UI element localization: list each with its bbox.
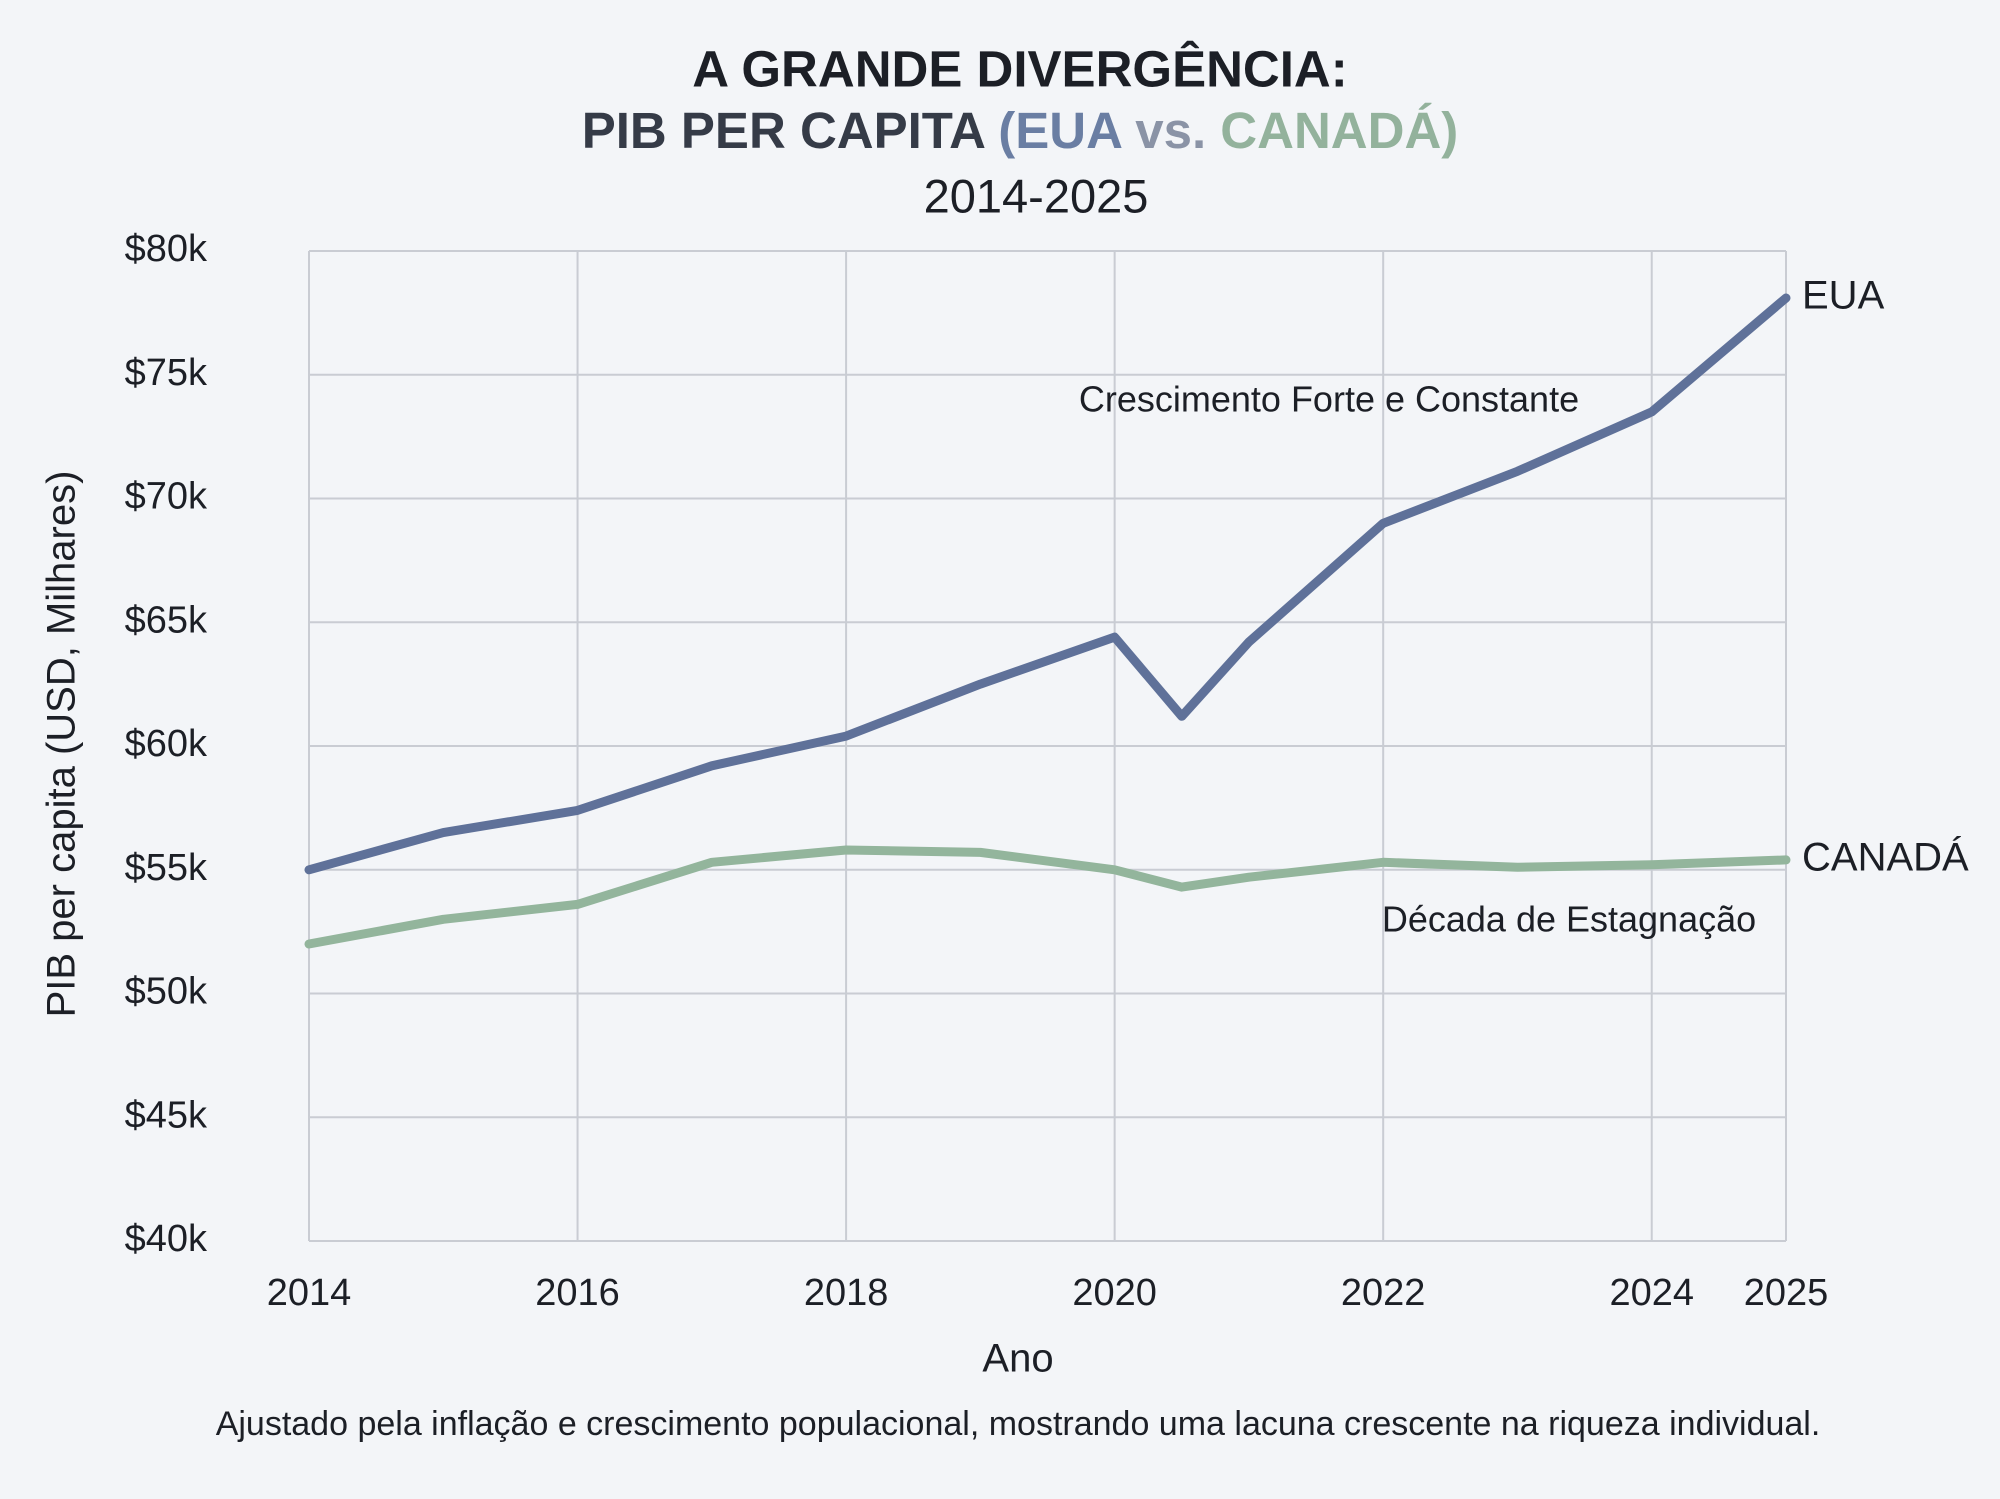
x-tick-label: 2016 <box>535 1272 620 1314</box>
y-tick-label: $40k <box>125 1218 208 1260</box>
chart-period: 2014-2025 <box>924 169 1149 222</box>
x-tick-label: 2025 <box>1744 1272 1829 1314</box>
y-tick-label: $45k <box>125 1094 208 1136</box>
x-axis-label: Ano <box>982 1337 1053 1381</box>
y-axis-label: PIB per capita (USD, Milhares) <box>40 471 84 1018</box>
y-tick-label: $65k <box>125 599 208 641</box>
x-tick-label: 2018 <box>804 1272 889 1314</box>
y-tick-label: $75k <box>125 352 208 394</box>
x-tick-label: 2014 <box>267 1272 352 1314</box>
series-label: EUA <box>1802 274 1885 318</box>
y-tick-label: $60k <box>125 723 208 765</box>
y-tick-label: $55k <box>125 847 208 889</box>
series-line <box>304 293 1791 875</box>
footnote: Ajustado pela inflação e crescimento pop… <box>216 1405 1821 1443</box>
x-tick-label: 2024 <box>1609 1272 1694 1314</box>
subtitle-part: CANADÁ) <box>1220 102 1458 159</box>
chart-title: A GRANDE DIVERGÊNCIA: <box>692 39 1347 97</box>
y-tick-label: $70k <box>125 476 208 518</box>
y-tick-label: $50k <box>125 971 208 1013</box>
chart-subtitle: PIB PER CAPITA (EUA vs. CANADÁ) <box>582 102 1459 159</box>
x-tick-label: 2020 <box>1072 1272 1157 1314</box>
subtitle-part: PIB PER CAPITA <box>582 102 999 159</box>
subtitle-part: vs. <box>1121 102 1220 159</box>
annotation: Crescimento Forte e Constante <box>1079 379 1579 420</box>
y-tick-label: $80k <box>125 228 208 270</box>
subtitle-part: (EUA <box>998 102 1122 159</box>
annotation: Década de Estagnação <box>1382 899 1756 940</box>
series-line <box>304 845 1791 949</box>
x-tick-label: 2022 <box>1341 1272 1426 1314</box>
series-label: CANADÁ <box>1802 834 1969 879</box>
